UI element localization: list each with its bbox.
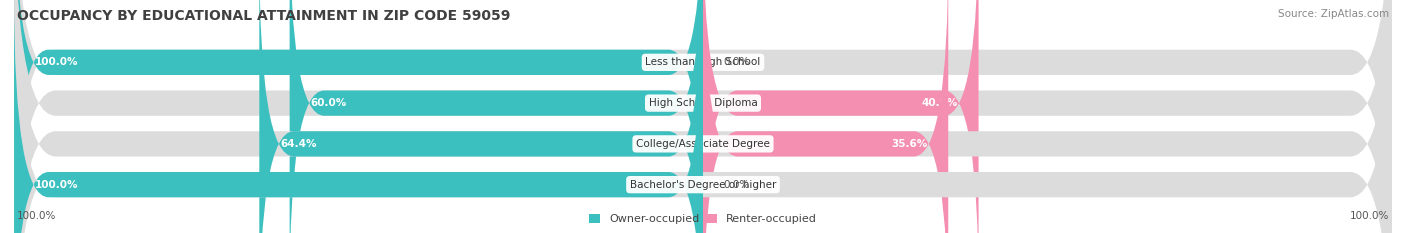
FancyBboxPatch shape <box>14 0 1392 233</box>
Text: Source: ZipAtlas.com: Source: ZipAtlas.com <box>1278 9 1389 19</box>
FancyBboxPatch shape <box>14 0 1392 233</box>
FancyBboxPatch shape <box>703 0 948 233</box>
Text: 40.0%: 40.0% <box>921 98 957 108</box>
FancyBboxPatch shape <box>14 0 1392 233</box>
FancyBboxPatch shape <box>703 0 979 233</box>
Text: OCCUPANCY BY EDUCATIONAL ATTAINMENT IN ZIP CODE 59059: OCCUPANCY BY EDUCATIONAL ATTAINMENT IN Z… <box>17 9 510 23</box>
Text: 64.4%: 64.4% <box>280 139 316 149</box>
Text: 100.0%: 100.0% <box>35 180 79 190</box>
FancyBboxPatch shape <box>259 0 703 233</box>
FancyBboxPatch shape <box>14 0 703 233</box>
Text: 60.0%: 60.0% <box>311 98 346 108</box>
Text: 100.0%: 100.0% <box>17 211 56 221</box>
Legend: Owner-occupied, Renter-occupied: Owner-occupied, Renter-occupied <box>585 209 821 229</box>
Text: Bachelor's Degree or higher: Bachelor's Degree or higher <box>630 180 776 190</box>
FancyBboxPatch shape <box>14 0 1392 233</box>
Text: College/Associate Degree: College/Associate Degree <box>636 139 770 149</box>
Text: High School Diploma: High School Diploma <box>648 98 758 108</box>
Text: 0.0%: 0.0% <box>724 57 749 67</box>
Text: 0.0%: 0.0% <box>724 180 749 190</box>
Text: 100.0%: 100.0% <box>35 57 79 67</box>
FancyBboxPatch shape <box>290 0 703 233</box>
FancyBboxPatch shape <box>14 0 703 233</box>
Text: 100.0%: 100.0% <box>1350 211 1389 221</box>
Text: 35.6%: 35.6% <box>891 139 928 149</box>
Text: Less than High School: Less than High School <box>645 57 761 67</box>
